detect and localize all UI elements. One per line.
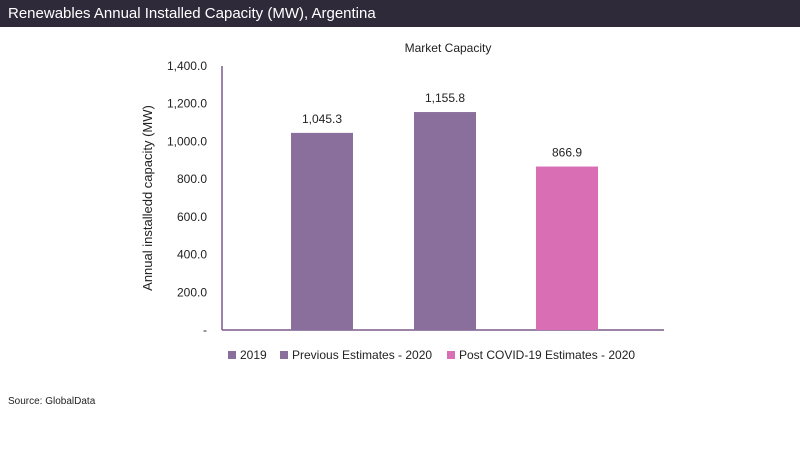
bar-3: [536, 166, 598, 330]
legend-label: Post COVID-19 Estimates - 2020: [459, 348, 635, 362]
legend-swatch: [447, 351, 455, 359]
bar-value-label: 866.9: [552, 146, 582, 160]
legend-swatch: [280, 351, 288, 359]
header-bar: Renewables Annual Installed Capacity (MW…: [0, 0, 800, 27]
bar-chart: Market Capacity Annual installedd capacit…: [140, 41, 664, 362]
page-title: Renewables Annual Installed Capacity (MW…: [8, 5, 376, 22]
y-axis-label: Annual installedd capacity (MW): [140, 105, 155, 291]
chart-title: Market Capacity: [405, 41, 492, 55]
bar-value-label: 1,155.8: [425, 91, 465, 105]
source-note: Source: GlobalData: [8, 396, 96, 407]
bar-2: [414, 112, 476, 331]
y-tick-label: 400.0: [177, 248, 207, 262]
y-tick-label: -: [203, 323, 207, 337]
y-tick-label: 600.0: [177, 210, 207, 224]
y-tick-label: 1,200.0: [167, 97, 207, 111]
bar-value-label: 1,045.3: [302, 112, 342, 126]
y-tick-label: 800.0: [177, 172, 207, 186]
y-tick-label: 200.0: [177, 285, 207, 299]
legend-label: Previous Estimates - 2020: [292, 348, 432, 362]
legend-label: 2019: [240, 348, 267, 362]
y-tick-label: 1,400.0: [167, 59, 207, 73]
bar-1: [291, 132, 353, 330]
y-tick-label: 1,000.0: [167, 134, 207, 148]
legend-swatch: [228, 351, 236, 359]
